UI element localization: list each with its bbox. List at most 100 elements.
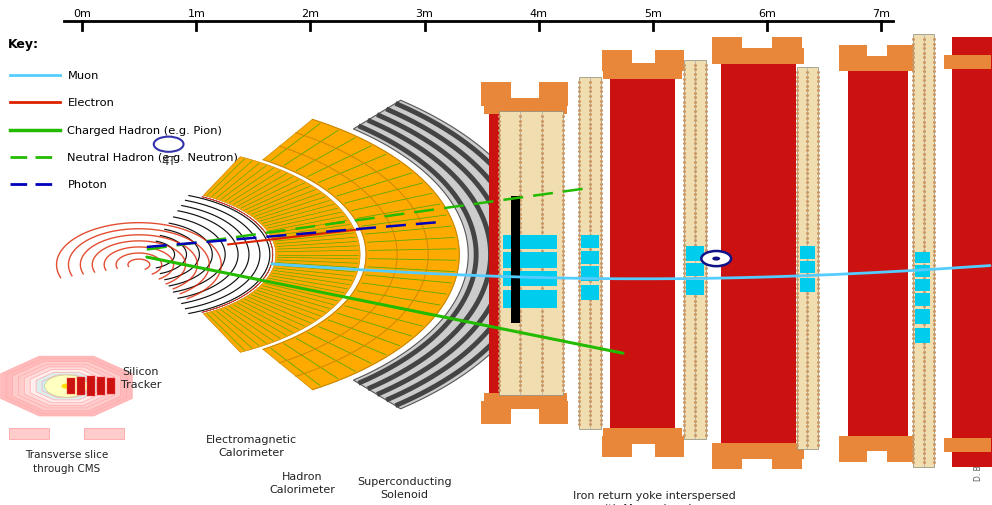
Bar [67, 378, 75, 394]
Bar [915, 328, 930, 343]
Text: Silicon
Tracker: Silicon Tracker [121, 366, 161, 389]
Bar [77, 378, 85, 395]
Bar [602, 436, 632, 457]
Bar [839, 57, 918, 72]
Text: Hadron
Calorimeter: Hadron Calorimeter [270, 471, 335, 494]
Bar [800, 261, 815, 274]
Bar [484, 393, 567, 410]
Bar [602, 50, 632, 72]
Bar [489, 107, 560, 401]
Text: Charged Hadron (e.g. Pion): Charged Hadron (e.g. Pion) [67, 125, 222, 135]
Polygon shape [263, 120, 459, 390]
Text: Electromagnetic
Calorimeter: Electromagnetic Calorimeter [205, 434, 297, 458]
Bar [511, 197, 520, 323]
Bar [944, 56, 991, 70]
Bar [915, 279, 930, 292]
Bar [581, 251, 599, 264]
Circle shape [154, 137, 184, 153]
Bar [503, 290, 557, 308]
Polygon shape [54, 381, 79, 392]
Polygon shape [48, 378, 85, 395]
Bar [913, 35, 934, 467]
Bar [915, 265, 930, 278]
Bar [503, 252, 557, 269]
Polygon shape [203, 158, 360, 352]
Bar [772, 451, 802, 469]
Bar [848, 65, 908, 443]
Bar [686, 247, 704, 261]
Polygon shape [1, 357, 132, 416]
Bar [581, 266, 599, 281]
Bar [481, 401, 511, 424]
Bar [107, 378, 115, 394]
Text: 2T: 2T [721, 234, 736, 247]
Text: Photon: Photon [67, 180, 107, 190]
Text: 6m: 6m [758, 9, 776, 19]
Text: 4m: 4m [530, 9, 548, 19]
Circle shape [62, 384, 71, 389]
Bar [539, 83, 568, 107]
Circle shape [701, 251, 731, 267]
Polygon shape [25, 367, 108, 406]
Bar [915, 294, 930, 307]
Bar [839, 45, 867, 65]
Bar [839, 443, 867, 462]
Polygon shape [353, 101, 542, 409]
Polygon shape [7, 359, 126, 414]
Polygon shape [36, 373, 97, 400]
Bar [712, 443, 804, 459]
Polygon shape [42, 375, 91, 397]
Text: Transverse slice
through CMS: Transverse slice through CMS [25, 449, 108, 473]
Bar [839, 436, 918, 451]
Bar [603, 64, 682, 80]
Bar [915, 252, 930, 264]
Text: 1m: 1m [187, 9, 205, 19]
Bar [915, 309, 930, 324]
Polygon shape [30, 370, 103, 403]
Bar [503, 272, 557, 287]
Polygon shape [13, 362, 120, 411]
Bar [800, 246, 815, 259]
Bar [603, 428, 682, 444]
Bar [684, 61, 706, 439]
Text: Electron: Electron [67, 98, 114, 108]
Text: Iron return yoke interspersed
with Muon chambers: Iron return yoke interspersed with Muon … [573, 490, 736, 505]
Text: ⊕: ⊕ [163, 137, 175, 153]
Text: D. Barney, CERN, February 2004: D. Barney, CERN, February 2004 [974, 356, 983, 480]
Bar [499, 112, 563, 395]
Bar [481, 83, 511, 107]
Text: Neutral Hadron (e.g. Neutron): Neutral Hadron (e.g. Neutron) [67, 153, 238, 163]
Bar [887, 45, 915, 65]
Text: Muon: Muon [67, 71, 99, 81]
Bar [484, 98, 567, 115]
Text: Superconducting
Solenoid: Superconducting Solenoid [357, 476, 452, 499]
Text: 7m: 7m [872, 9, 890, 19]
Text: Key:: Key: [8, 37, 39, 50]
Bar [712, 49, 804, 65]
Bar [712, 451, 742, 469]
Text: 0m: 0m [73, 9, 91, 19]
Bar [9, 428, 49, 439]
Bar [87, 377, 95, 396]
Bar [84, 428, 124, 439]
Bar [539, 401, 568, 424]
Bar [610, 72, 675, 436]
Bar [579, 78, 601, 429]
Bar [655, 50, 684, 72]
Polygon shape [19, 365, 114, 408]
Circle shape [45, 375, 88, 397]
Text: 5m: 5m [644, 9, 662, 19]
Bar [686, 264, 704, 276]
Circle shape [712, 257, 720, 261]
Bar [503, 236, 557, 250]
Bar [581, 285, 599, 300]
Bar [686, 280, 704, 295]
Bar [887, 443, 915, 462]
Bar [952, 38, 992, 467]
Bar [721, 57, 796, 451]
Bar [712, 38, 742, 57]
Bar [97, 378, 105, 395]
Bar [655, 436, 684, 457]
Text: 3m: 3m [416, 9, 434, 19]
Bar [581, 236, 599, 248]
